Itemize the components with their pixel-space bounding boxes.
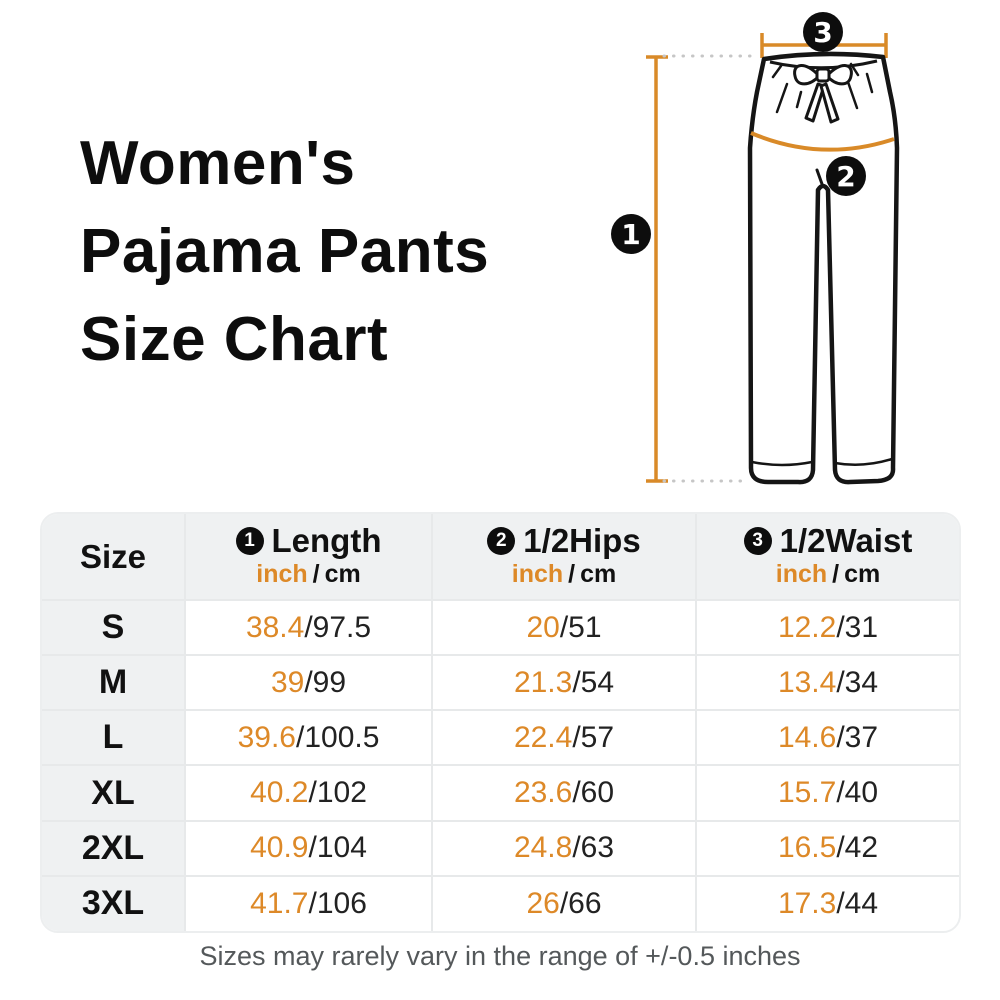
- fabric-wrinkles: [771, 62, 874, 114]
- hips-value: 21.3/54: [431, 654, 697, 712]
- table-row-m: M 39/99 21.3/54 13.4/34: [42, 654, 959, 712]
- waist-value: 12.2/31: [695, 598, 959, 657]
- length-value: 39.6/100.5: [184, 709, 433, 767]
- hips-header-label: 1/2Hips: [523, 521, 641, 559]
- marker-3-badge: 3: [743, 526, 772, 555]
- size-table: Size 1 Length inch / cm 2 1/2Hips: [42, 514, 959, 931]
- title-line-1: Women's: [80, 129, 356, 198]
- size-column-header: Size: [42, 514, 186, 601]
- marker-1-label: 1: [621, 218, 640, 251]
- size-label: L: [42, 709, 186, 767]
- marker-3-label: 3: [813, 16, 832, 49]
- waist-value: 16.5/42: [695, 819, 959, 877]
- waist-header-label: 1/2Waist: [779, 521, 913, 559]
- size-label: 2XL: [42, 819, 186, 877]
- marker-2-circle: [826, 156, 866, 196]
- hips-value: 23.6/60: [431, 764, 697, 822]
- marker-2-label: 2: [836, 160, 855, 193]
- size-label: 3XL: [42, 874, 186, 931]
- size-label: S: [42, 598, 186, 657]
- size-label: XL: [42, 764, 186, 822]
- hips-column-header: 2 1/2Hips inch / cm: [431, 514, 697, 601]
- marker-2-badge: 2: [487, 526, 516, 555]
- hem-cuff-lines: [751, 457, 893, 467]
- hips-value: 20/51: [431, 598, 697, 657]
- length-measure-line: [646, 55, 668, 483]
- length-value: 38.4/97.5: [184, 598, 433, 657]
- table-row-s: S 38.4/97.5 20/51 12.2/31: [42, 598, 959, 657]
- waist-unit-line: inch / cm: [775, 560, 881, 589]
- table-header-row: Size 1 Length inch / cm 2 1/2Hips: [42, 514, 959, 601]
- table-row-xl: XL 40.2/102 23.6/60 15.7/40: [42, 764, 959, 822]
- table-row-3xl: 3XL 41.7/106 26/66 17.3/44: [42, 874, 959, 931]
- hips-measure-curve: [750, 131, 895, 152]
- pajama-pants-diagram: 1 2 3: [611, 12, 900, 485]
- length-value: 40.2/102: [184, 764, 433, 822]
- waist-value: 15.7/40: [695, 764, 959, 822]
- diagram-markers: 1 2 3: [611, 12, 866, 254]
- length-value: 40.9/104: [184, 819, 433, 877]
- hips-unit-line: inch / cm: [511, 560, 617, 589]
- table-row-l: L 39.6/100.5 22.4/57 14.6/37: [42, 709, 959, 767]
- hips-value: 24.8/63: [431, 819, 697, 877]
- title-line-2: Pajama Pants: [80, 217, 490, 286]
- length-column-header: 1 Length inch / cm: [184, 514, 433, 601]
- dotted-guides: [662, 54, 756, 483]
- waist-value: 17.3/44: [695, 874, 959, 931]
- length-unit-line: inch / cm: [256, 560, 361, 589]
- table-row-2xl: 2XL 40.9/104 24.8/63 16.5/42: [42, 819, 959, 877]
- length-value: 41.7/106: [184, 874, 433, 931]
- title-line-3: Size Chart: [80, 305, 389, 374]
- marker-1-badge: 1: [235, 526, 264, 555]
- waist-value: 13.4/34: [695, 654, 959, 712]
- pants-outline: [747, 51, 900, 485]
- marker-1-circle: [611, 214, 651, 254]
- length-header-label: Length: [271, 521, 382, 559]
- hips-value: 26/66: [431, 874, 697, 931]
- size-label: M: [42, 654, 186, 712]
- hips-value: 22.4/57: [431, 709, 697, 767]
- page-title: Women's Pajama Pants Size Chart: [80, 120, 489, 384]
- size-table-container: Size 1 Length inch / cm 2 1/2Hips: [40, 512, 961, 933]
- crotch-crease-line: [815, 168, 824, 186]
- waist-value: 14.6/37: [695, 709, 959, 767]
- drawstring-bow: [793, 64, 853, 124]
- length-value: 39/99: [184, 654, 433, 712]
- tolerance-note: Sizes may rarely vary in the range of +/…: [199, 941, 801, 971]
- waist-column-header: 3 1/2Waist inch / cm: [695, 514, 959, 601]
- marker-3-circle: [803, 12, 843, 52]
